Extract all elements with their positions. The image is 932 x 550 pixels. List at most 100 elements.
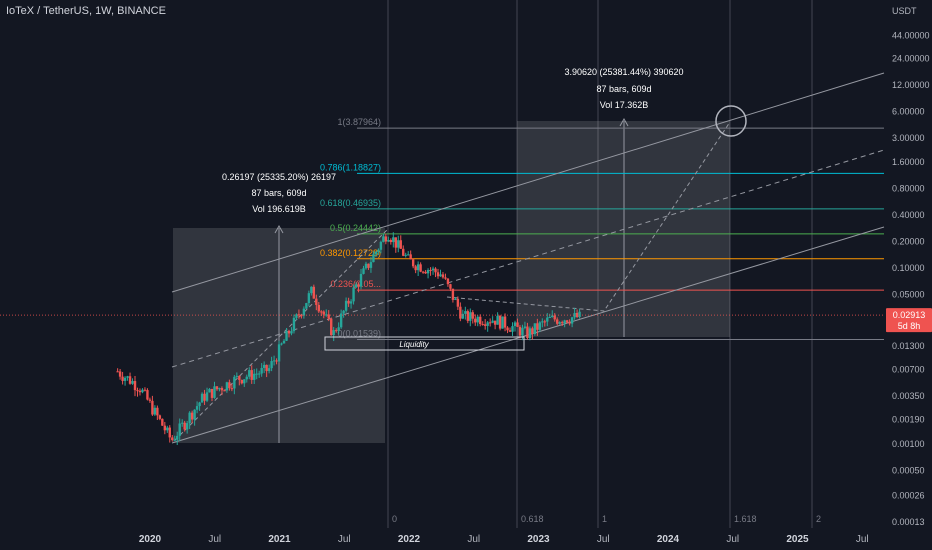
candle-body	[377, 249, 380, 252]
candle-body	[297, 314, 301, 316]
candle-body	[397, 240, 400, 248]
fib-level-label: 0(0.01539)	[337, 329, 381, 339]
candle-body	[215, 386, 219, 390]
candle-body	[501, 316, 504, 329]
price-badge	[886, 308, 932, 333]
candle-body	[563, 320, 566, 324]
y-unit-label: USDT	[892, 6, 917, 16]
candle-body	[474, 318, 477, 323]
candle-body	[334, 330, 338, 332]
candle-body	[171, 437, 174, 441]
candle-body	[347, 300, 350, 304]
candle-body	[483, 324, 487, 326]
candle-body	[486, 322, 489, 326]
candle-body	[526, 326, 529, 339]
candle-body	[451, 288, 455, 300]
range2-stat: Vol 17.362B	[600, 100, 649, 110]
x-tick-label: Jul	[856, 534, 869, 545]
candle-body	[369, 262, 373, 268]
candle-body	[471, 312, 474, 319]
time-axis: 2020 Jul 2021 Jul 2022 Jul 2023 Jul 2024 Jul 2025 J…	[139, 534, 869, 545]
candle-body	[300, 315, 303, 317]
candle-body	[402, 248, 405, 256]
candle-body	[151, 400, 154, 415]
candle-body	[325, 314, 328, 316]
candle-body	[496, 315, 499, 325]
candle-body	[424, 271, 427, 274]
candle-body	[156, 407, 159, 416]
candle-body	[379, 241, 383, 250]
price-badge-value: 0.02913	[893, 310, 926, 320]
candle-body	[367, 263, 370, 268]
candle-body	[146, 390, 149, 400]
x-tick-label: 2022	[398, 534, 421, 545]
y-tick-label: 0.00190	[892, 414, 925, 424]
candle-body	[332, 330, 335, 336]
candle-body	[123, 377, 127, 381]
candle-body	[506, 327, 509, 331]
candle-body	[253, 373, 256, 380]
range2-stat: 3.90620 (25381.44%) 390620	[564, 67, 683, 77]
candle-body	[565, 320, 569, 323]
candle-body	[265, 364, 268, 372]
time-zone-label: 1	[602, 514, 607, 524]
candle-body	[320, 311, 323, 313]
candle-body	[168, 427, 171, 438]
candle-body	[230, 388, 234, 390]
candle-body	[503, 316, 507, 328]
candle-body	[312, 286, 316, 299]
candle-body	[469, 312, 472, 321]
range-boxes	[173, 117, 730, 443]
candle-body	[240, 379, 244, 384]
y-tick-label: 0.40000	[892, 210, 925, 220]
candle-body	[399, 240, 402, 249]
fib-level-label: 0.382(0.12728)	[320, 248, 381, 258]
candle-body	[421, 271, 425, 273]
candle-body	[243, 379, 246, 384]
fib-level-label: 0.618(0.46935)	[320, 198, 381, 208]
fib-level-label: 1(3.87964)	[337, 117, 381, 127]
x-tick-label: 2023	[527, 534, 550, 545]
candle-body	[516, 322, 519, 327]
candle-body	[176, 435, 179, 440]
candle-body	[394, 237, 397, 248]
candle-body	[392, 237, 395, 243]
candle-body	[213, 386, 216, 398]
candle-body	[260, 367, 263, 374]
candle-body	[491, 320, 494, 323]
candle-body	[233, 376, 236, 389]
y-tick-label: 1.60000	[892, 157, 925, 167]
candle-body	[327, 314, 330, 319]
candle-body	[389, 240, 393, 243]
x-tick-label: 2025	[786, 534, 809, 545]
candle-body	[352, 287, 355, 302]
y-tick-label: 0.10000	[892, 263, 925, 273]
candle-body	[118, 371, 122, 377]
y-tick-label: 0.00700	[892, 365, 925, 375]
price-axis: USDT 44.00000 24.00000 12.00000 6.00000 3.000…	[0, 6, 932, 527]
candle-body	[342, 310, 345, 314]
candle-body	[183, 422, 186, 430]
candle-body	[185, 423, 189, 430]
y-tick-label: 0.00026	[892, 491, 925, 501]
candle-body	[205, 392, 209, 401]
time-zone-label: 1.618	[734, 514, 757, 524]
candle-body	[272, 360, 276, 362]
candle-body	[225, 382, 229, 391]
candle-body	[337, 327, 340, 331]
candle-body	[551, 315, 554, 318]
candles	[116, 232, 581, 446]
candle-body	[414, 266, 417, 271]
projection-line-1	[174, 229, 388, 441]
candle-body	[508, 330, 512, 332]
channel-upper	[171, 72, 885, 293]
candle-body	[136, 390, 139, 392]
candle-body	[384, 236, 388, 242]
candle-body	[349, 301, 353, 304]
candle-body	[466, 311, 470, 321]
y-tick-label: 24.00000	[892, 54, 930, 64]
candle-body	[488, 322, 492, 324]
y-tick-label: 0.05000	[892, 289, 925, 299]
candle-body	[560, 322, 564, 324]
